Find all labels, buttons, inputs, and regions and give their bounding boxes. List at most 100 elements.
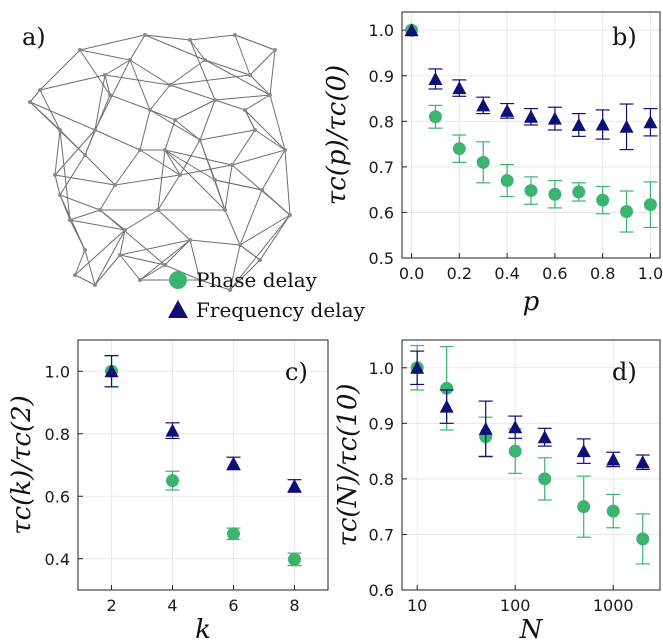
network-edge bbox=[149, 109, 176, 121]
network-edge bbox=[99, 209, 166, 266]
network-node bbox=[123, 228, 127, 232]
network-edge bbox=[74, 274, 96, 286]
frequency-delay-point bbox=[643, 115, 658, 129]
y-tick-label: 1.0 bbox=[369, 359, 394, 378]
network-node bbox=[178, 173, 182, 177]
network-edge bbox=[229, 259, 261, 291]
network-edge bbox=[74, 249, 86, 276]
network-edge bbox=[164, 149, 181, 176]
x-axis-label: k bbox=[195, 615, 211, 641]
frequency-delay-point bbox=[404, 23, 419, 37]
network-node bbox=[273, 48, 277, 52]
network-edge bbox=[214, 99, 246, 111]
network-edge bbox=[79, 49, 131, 61]
phase-delay-point bbox=[548, 187, 562, 201]
phase-delay-point bbox=[577, 500, 591, 514]
network-edge bbox=[214, 94, 271, 101]
network-edge bbox=[174, 119, 201, 141]
network-edge bbox=[84, 249, 96, 286]
y-axis-label: τc(N)/τc(10) bbox=[333, 383, 363, 546]
phase-delay-point bbox=[226, 527, 240, 541]
network-edge bbox=[104, 59, 131, 76]
network-node bbox=[156, 208, 160, 212]
frequency-delay-point bbox=[478, 421, 493, 435]
phase-delay-point bbox=[287, 552, 301, 566]
network-node bbox=[163, 263, 167, 267]
network-node bbox=[228, 288, 232, 292]
legend-phase-label: Phase delay bbox=[196, 268, 318, 292]
network-edge bbox=[119, 254, 141, 281]
network-node bbox=[243, 108, 247, 112]
network-node bbox=[163, 148, 167, 152]
legend-phase-marker bbox=[169, 271, 187, 289]
panel-a-label: a) bbox=[22, 23, 46, 51]
network-edge bbox=[249, 74, 271, 96]
phase-delay-point bbox=[596, 193, 610, 207]
network-edge bbox=[157, 209, 191, 241]
network-edge bbox=[229, 244, 241, 291]
network-edge bbox=[74, 229, 126, 276]
frequency-delay-point bbox=[287, 478, 302, 492]
frequency-delay-point bbox=[619, 119, 634, 133]
network-node bbox=[288, 213, 292, 217]
network-node bbox=[103, 73, 107, 77]
network-node bbox=[93, 283, 97, 287]
y-axis-label: τc(k)/τc(2) bbox=[7, 395, 37, 535]
plot-frame bbox=[401, 11, 661, 259]
network-edge bbox=[59, 194, 86, 251]
network-edge bbox=[244, 109, 256, 131]
network-edge bbox=[164, 149, 226, 211]
phase-delay-point bbox=[636, 532, 650, 546]
network-node bbox=[38, 88, 42, 92]
x-tick-label: 0.0 bbox=[399, 264, 424, 283]
x-tick-label: 4 bbox=[167, 596, 177, 615]
network-node bbox=[283, 148, 287, 152]
x-tick-label: 0.8 bbox=[590, 264, 615, 283]
frequency-delay-point bbox=[547, 111, 562, 125]
phase-delay-point bbox=[428, 110, 442, 124]
network-edge bbox=[39, 74, 106, 91]
panel-d: 10 100 1000 0.6 0.7 0.8 0.9 1.0 Nτc(N)/τc(10) d) bbox=[333, 339, 661, 641]
y-tick-label: 0.8 bbox=[45, 425, 70, 444]
network-node bbox=[223, 208, 227, 212]
frequency-delay-point bbox=[571, 117, 586, 131]
network-edge bbox=[59, 194, 101, 211]
network-edge bbox=[59, 129, 71, 221]
frequency-delay-point bbox=[476, 98, 491, 112]
network-edge bbox=[54, 129, 61, 176]
network-edge bbox=[29, 101, 96, 131]
network-edge bbox=[189, 239, 201, 281]
x-tick-label: 10 bbox=[407, 596, 427, 615]
network-node bbox=[28, 100, 32, 104]
network-edge bbox=[224, 164, 233, 211]
network-edge bbox=[179, 139, 201, 176]
phase-delay-point bbox=[508, 444, 522, 458]
network-node bbox=[73, 273, 77, 277]
network-edge bbox=[149, 84, 171, 111]
network-edge bbox=[199, 129, 256, 141]
network-edge bbox=[149, 109, 201, 141]
phase-delay-point bbox=[606, 504, 620, 518]
network-edge bbox=[174, 99, 216, 121]
y-tick-label: 0.8 bbox=[369, 112, 394, 131]
network-edge bbox=[164, 239, 191, 266]
network-node bbox=[53, 173, 57, 177]
network-node bbox=[198, 138, 202, 142]
network-edge bbox=[94, 74, 106, 131]
panel-b: 0.0 0.2 0.4 0.6 0.8 1.0 0.5 0.6 0.7 0.8 0.9 1.0 p τc(… bbox=[322, 11, 663, 317]
network-node bbox=[213, 178, 217, 182]
y-tick-label: 1.0 bbox=[45, 362, 70, 381]
frequency-delay-point bbox=[576, 444, 591, 458]
network-edge bbox=[157, 149, 166, 211]
network-node bbox=[260, 188, 264, 192]
network-edge bbox=[204, 59, 251, 76]
x-tick-label: 0.2 bbox=[447, 264, 472, 283]
y-tick-label: 0.8 bbox=[369, 470, 394, 489]
network-edge bbox=[29, 101, 86, 156]
x-axis-label: N bbox=[519, 615, 544, 641]
frequency-delay-point bbox=[428, 71, 443, 85]
panel-c: 2 4 6 8 0.4 0.6 0.8 1.0 k τc(k)/τc(2) c) bbox=[7, 339, 329, 641]
network-edge bbox=[114, 174, 181, 186]
network-edge bbox=[189, 34, 236, 41]
network-node bbox=[128, 58, 132, 62]
